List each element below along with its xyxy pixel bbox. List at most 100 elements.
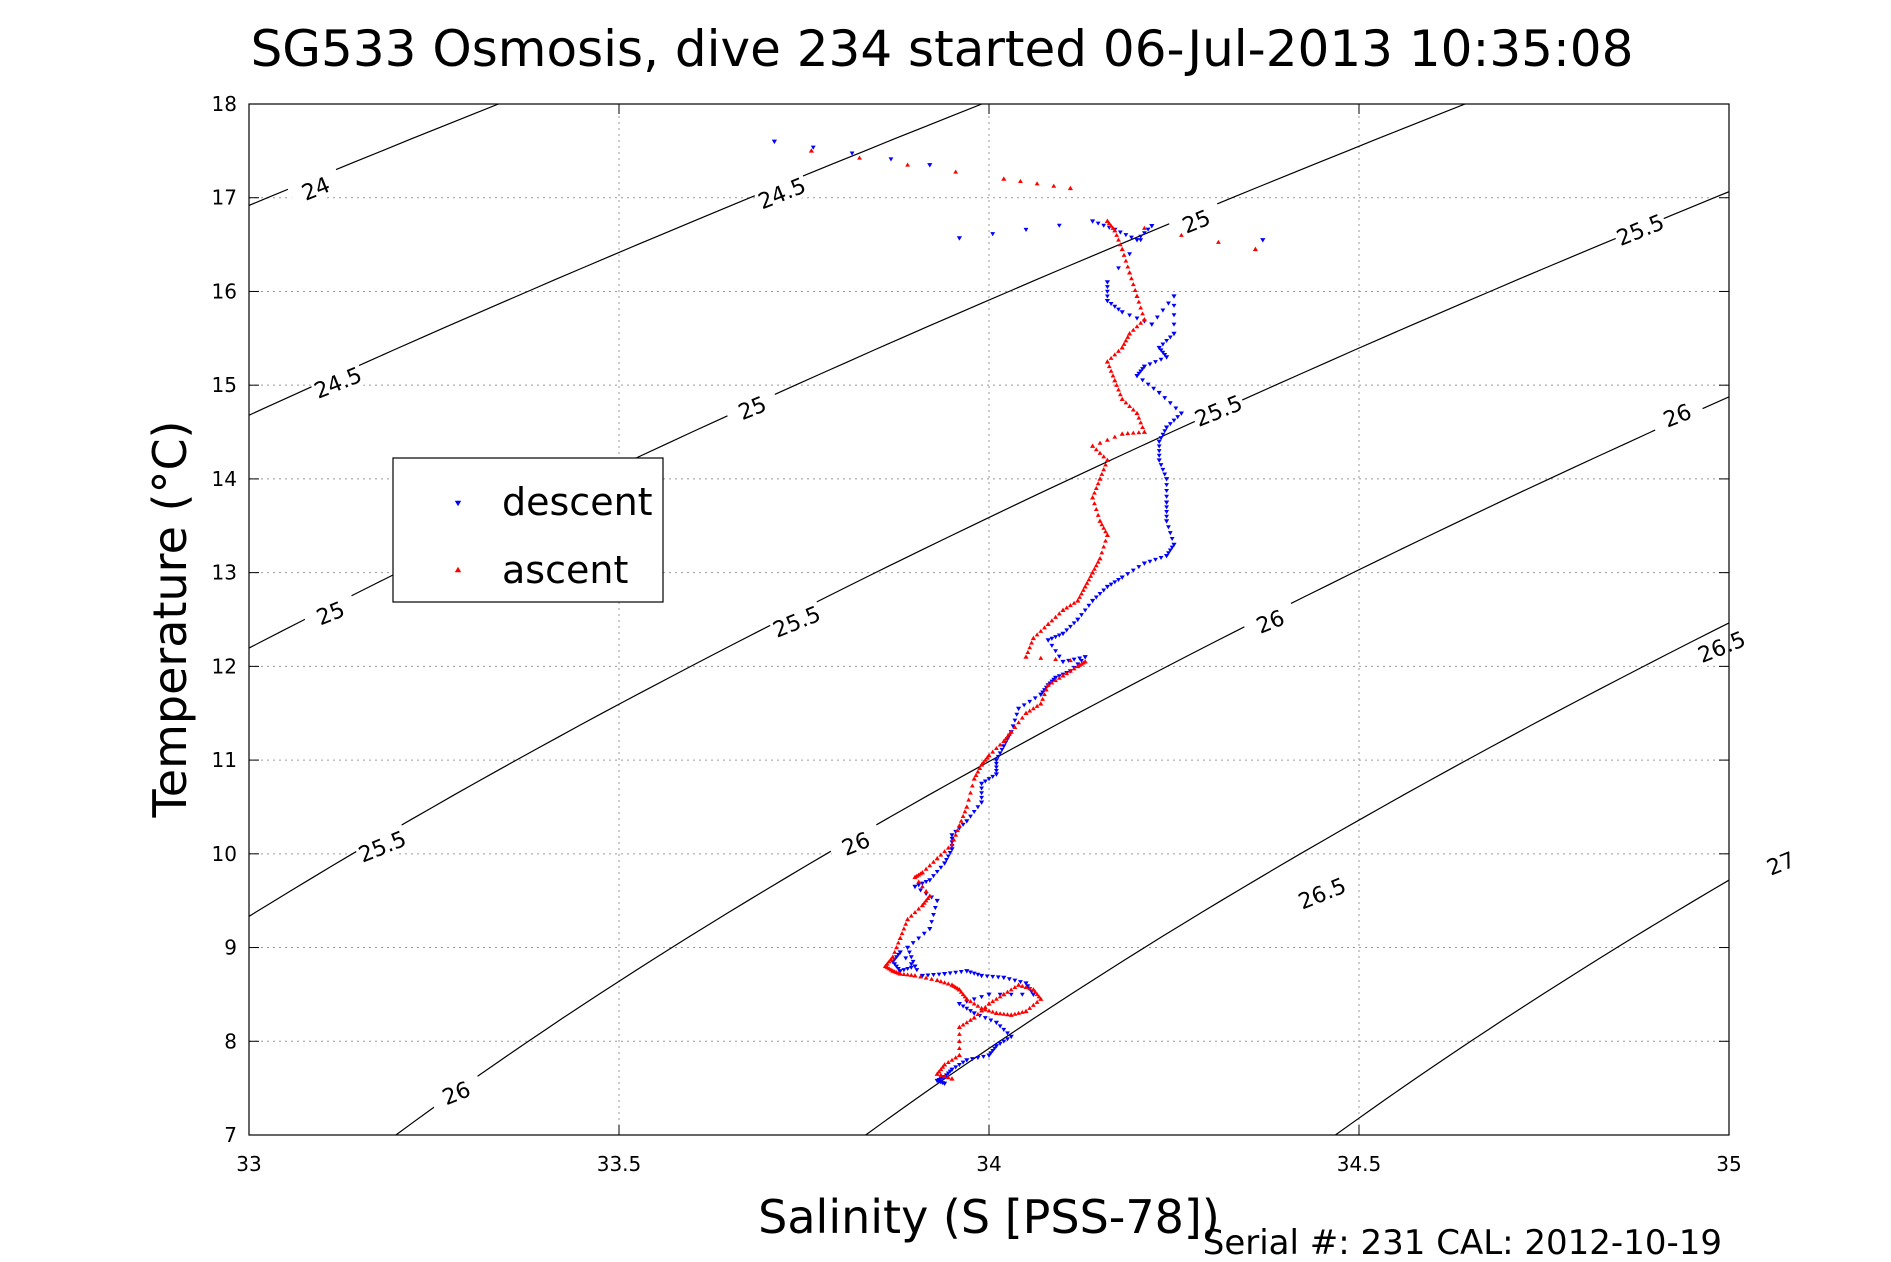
descent-point [1156,444,1162,449]
descent-point [958,970,964,975]
ascent-point [1110,225,1116,230]
ascent-point [1008,987,1014,992]
descent-point [1162,429,1168,434]
ascent-point [1114,232,1120,237]
ascent-point [962,994,968,999]
descent-point [1127,252,1132,257]
ascent-point [971,1015,977,1020]
descent-point [979,786,984,791]
descent-point [1162,396,1168,401]
descent-point [927,926,933,932]
descent-point [1167,531,1173,536]
descent-point [990,774,996,779]
ascent-point [1012,984,1018,990]
y-tick-label: 11 [212,748,237,772]
descent-point [919,973,925,979]
descent-point [1012,978,1018,983]
descent-point [992,1046,997,1051]
descent-point [1164,338,1169,344]
descent-point [895,952,901,957]
descent-point [1156,345,1162,351]
ascent-point [986,752,992,758]
descent-point [1127,313,1132,318]
descent-point [997,1041,1003,1047]
descent-point [1149,322,1155,327]
ascent-point [982,1007,988,1012]
legend-marker-descent [454,500,462,507]
sigma-contour-26 [394,396,1729,1135]
contour-label-bg [426,1070,485,1114]
descent-point [929,920,935,925]
ascent-point [960,992,966,997]
descent-point [1156,439,1162,445]
ascent-point [857,155,862,160]
ascent-point [929,976,935,981]
descent-point [1130,568,1136,573]
descent-point [1090,598,1096,604]
descent-point [968,814,973,819]
ascent-point [945,981,951,986]
descent-point [1001,744,1007,749]
descent-point [916,883,922,888]
descent-point [1158,555,1164,561]
descent-point [1160,432,1166,437]
legend-box [392,457,664,603]
x-tick-label: 33 [236,1152,261,1176]
ascent-point [1136,299,1142,304]
descent-point [914,968,920,973]
ascent-point [1134,324,1140,329]
descent-point [1119,575,1125,580]
ascent-point [994,745,999,751]
ascent-point [1080,587,1086,592]
ascent-point [982,757,988,762]
descent-point [1166,301,1171,306]
descent-point [1142,231,1147,236]
ascent-point [958,818,964,823]
ascent-point [1121,252,1127,257]
ascent-point [960,1022,966,1027]
descent-point [1164,510,1169,515]
ascent-point [884,961,890,966]
ascent-point [1101,467,1107,472]
ascent-point [1023,710,1029,716]
ascent-point [1140,424,1145,430]
ascent-point [901,926,907,931]
ascent-point [1031,1002,1036,1007]
contour-label: 26.5 [1695,627,1750,669]
ascent-point [1045,682,1051,687]
descent-point [979,800,985,805]
ascent-point [1034,632,1040,637]
x-tick-label: 34 [976,1152,1001,1176]
ascent-point [997,742,1003,747]
ascent-point [1034,999,1040,1004]
contour-label-bg [301,590,360,634]
ascent-point [1117,392,1123,397]
ascent-point [979,762,985,767]
descent-point [1164,514,1169,519]
descent-point [925,973,931,978]
ascent-point [1121,341,1127,346]
ascent-point [993,1010,999,1015]
descent-point [923,880,929,885]
y-tick-label: 18 [212,92,237,116]
ascent-point [1104,457,1110,462]
ascent-point [994,996,999,1001]
descent-point [1108,582,1114,587]
ascent-point [1001,738,1007,744]
ascent-point [888,967,894,972]
ascent-point [1008,1012,1014,1017]
descent-point [916,936,922,941]
descent-point [1164,500,1170,505]
sigma-contour-24.5 [249,104,984,416]
ascent-point [1027,708,1033,713]
descent-point [1023,227,1029,232]
ascent-point [964,1020,970,1025]
y-tick-label: 8 [224,1029,237,1053]
descent-point [1171,542,1177,548]
ascent-point [957,1031,962,1036]
descent-point [1178,411,1184,416]
descent-point [1164,519,1170,524]
ascent-point [1067,185,1073,191]
ascent-point [1053,614,1058,619]
ascent-point [997,1011,1003,1016]
